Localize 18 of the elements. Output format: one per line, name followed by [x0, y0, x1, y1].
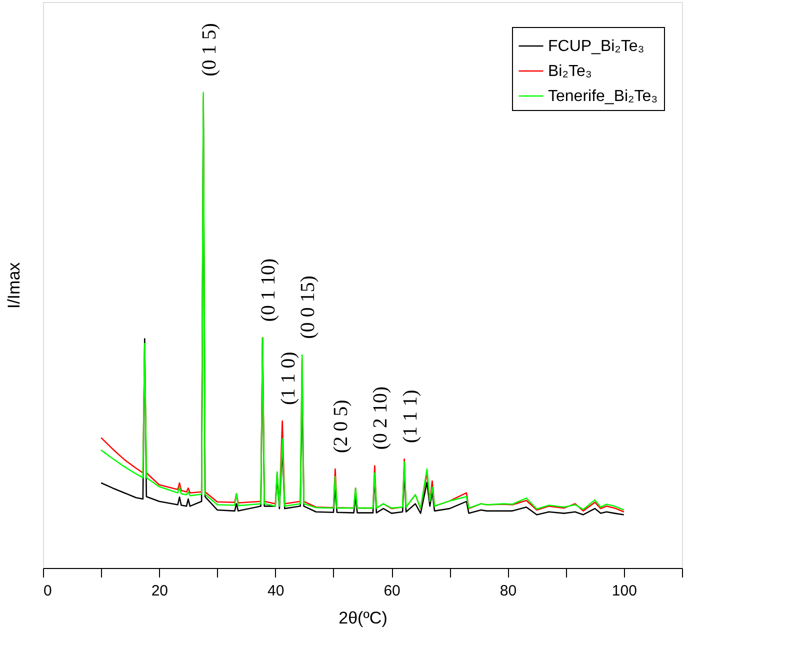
legend-label: FCUP_Bi₂Te₃: [548, 38, 644, 55]
x-tick-label: 40: [268, 582, 284, 600]
legend-label: Bi₂Te₃: [548, 63, 592, 80]
annotation: (0 1 5): [198, 23, 220, 76]
x-tick-label: 80: [500, 582, 517, 600]
annotation: (0 1 10): [258, 258, 280, 322]
x-tick-label: 60: [384, 582, 400, 600]
annotation: (2 0 5): [330, 400, 352, 454]
y-axis-title: I/Imax: [4, 262, 24, 309]
x-tick-label: 20: [151, 582, 168, 600]
annotation: (1 1 1): [399, 390, 422, 444]
annotation: (1 1 0): [277, 352, 300, 406]
annotation: (0 2 10): [370, 386, 392, 450]
x-tick-label: 0: [44, 582, 52, 600]
annotation: (0 0 15): [297, 276, 320, 339]
x-axis-title: 2θ(ºC): [338, 608, 388, 628]
x-tick-label: 100: [612, 582, 637, 600]
legend-label: Tenerife_Bi₂Te₃: [548, 88, 658, 105]
